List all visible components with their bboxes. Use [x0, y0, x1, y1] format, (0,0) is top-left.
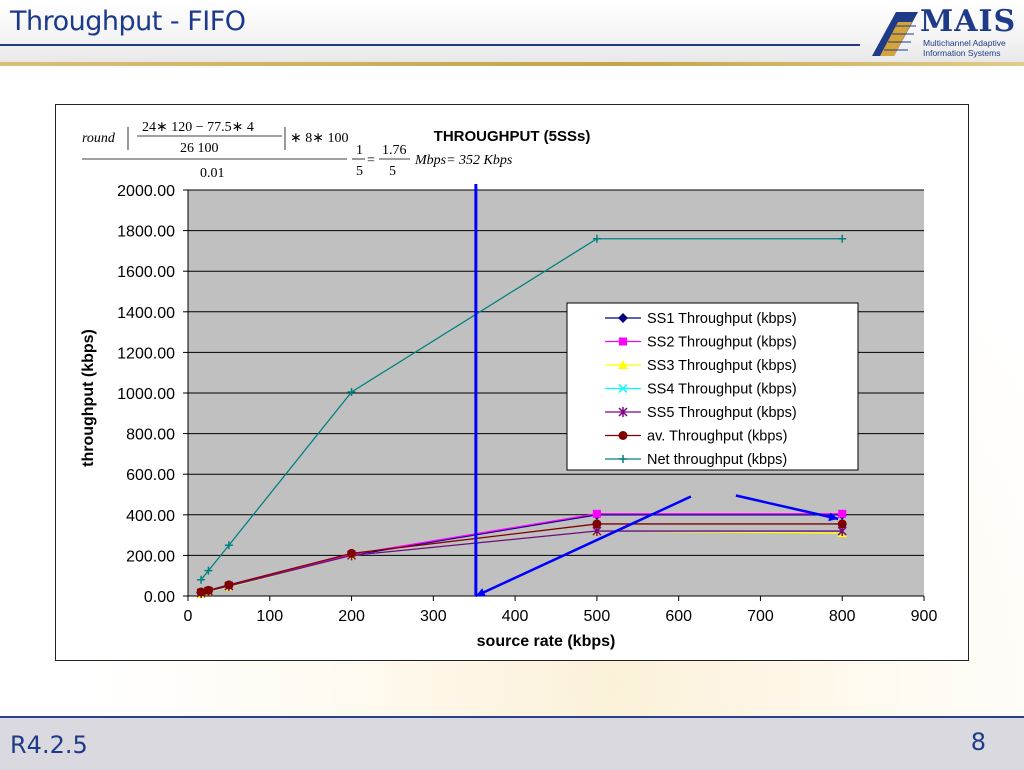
data-point [203, 585, 213, 595]
y-tick-label: 1600.00 [117, 264, 175, 281]
data-point [837, 519, 847, 529]
y-tick-label: 1400.00 [117, 305, 175, 322]
y-tick-label: 600.00 [126, 467, 175, 484]
legend-marker [618, 407, 628, 417]
x-tick-label: 100 [256, 608, 283, 625]
legend-label: SS2 Throughput (kbps) [647, 335, 797, 351]
legend-label: Net throughput (kbps) [647, 452, 787, 468]
arrowhead [475, 588, 486, 597]
y-tick-label: 1000.00 [117, 386, 175, 403]
series-6 [196, 519, 847, 597]
data-point [347, 387, 356, 396]
data-point [838, 509, 847, 518]
legend-marker [618, 383, 628, 394]
y-tick-label: 800.00 [126, 427, 175, 444]
legend-label: SS3 Throughput (kbps) [647, 358, 797, 374]
formula-round: round [82, 131, 116, 146]
formula-eq: = [367, 153, 375, 168]
data-point [224, 541, 233, 550]
formula-times: ∗ 8∗ 100 [290, 131, 348, 146]
y-axis-label: throughput (kbps) [80, 329, 97, 467]
y-tick-label: 1200.00 [117, 345, 175, 362]
x-tick-label: 0 [184, 608, 193, 625]
logo-subtitle-line1: Multichannel Adaptive [923, 38, 1006, 48]
formula-result: Mbps= 352 Kbps [414, 153, 513, 168]
data-point [592, 519, 602, 529]
data-point [197, 575, 206, 584]
x-tick-label: 800 [829, 608, 856, 625]
formula-denominator: 26 100 [180, 141, 219, 156]
x-tick-label: 600 [665, 608, 692, 625]
y-tick-label: 200.00 [126, 548, 175, 565]
legend-box [566, 302, 859, 471]
title-accent-band [0, 62, 1024, 66]
y-tick-label: 2000.00 [117, 183, 175, 200]
annotation-arrow-1 [475, 495, 692, 598]
legend-label: av. Throughput (kbps) [647, 429, 788, 445]
legend-marker [618, 313, 628, 323]
legend-marker [619, 337, 627, 346]
logo-mark-icon [872, 12, 918, 56]
logo-wordmark: MAIS [920, 4, 1017, 39]
x-axis-label: source rate (kbps) [477, 633, 616, 650]
x-tick-label: 900 [911, 608, 938, 625]
data-point [592, 234, 601, 243]
formula-frac2-den: 5 [389, 164, 396, 179]
x-tick-label: 500 [584, 608, 611, 625]
formula-outer-den: 0.01 [200, 166, 225, 181]
data-point [196, 587, 206, 597]
page-number: 8 [970, 728, 986, 756]
x-tick-label: 700 [747, 608, 774, 625]
series-line [200, 238, 843, 581]
y-tick-label: 1800.00 [117, 224, 175, 241]
arrowhead [828, 512, 839, 522]
data-point [347, 548, 357, 558]
data-point [592, 509, 601, 518]
y-tick-label: 400.00 [126, 508, 175, 525]
x-tick-label: 200 [338, 608, 365, 625]
throughput-chart: 0.00 200.00 400.00 600.00 800.00 1000.00 1200.… [80, 128, 938, 650]
formula-numerator: 24∗ 120 − 77.5∗ 4 [142, 122, 254, 135]
legend-marker [618, 431, 628, 440]
x-tick-label: 300 [420, 608, 447, 625]
slide-title: Throughput - FIFO [10, 6, 246, 37]
data-point [204, 566, 213, 575]
series-7 [197, 234, 847, 584]
title-divider [0, 44, 860, 46]
chart-title: THROUGHPUT (5SSs) [434, 128, 591, 145]
legend-marker [618, 360, 628, 369]
mais-logo: MAIS Multichannel Adaptive Information S… [868, 4, 1020, 60]
legend-label: SS5 Throughput (kbps) [647, 405, 797, 421]
logo-subtitle-line2: Information Systems [923, 48, 1001, 58]
data-point [838, 234, 847, 243]
formula-frac2-num: 1.76 [382, 143, 407, 158]
x-tick-label: 400 [502, 608, 529, 625]
legend-label: SS1 Throughput (kbps) [647, 311, 797, 327]
annotation-arrow-2 [735, 494, 839, 521]
section-id: R4.2.5 [10, 731, 88, 759]
legend-marker [619, 455, 627, 463]
data-point [224, 580, 234, 590]
logo-subtitle: Multichannel Adaptive Information System… [923, 38, 1006, 58]
formula-frac1-num: 1 [356, 143, 363, 158]
footer-bar: R4.2.5 8 [0, 716, 1024, 770]
y-tick-label: 0.00 [144, 589, 175, 606]
formula-frac1-den: 5 [356, 164, 363, 179]
legend: SS1 Throughput (kbps) SS2 Throughput (kbp… [566, 302, 859, 471]
legend-label: SS4 Throughput (kbps) [647, 382, 797, 398]
title-bar [0, 0, 1024, 66]
